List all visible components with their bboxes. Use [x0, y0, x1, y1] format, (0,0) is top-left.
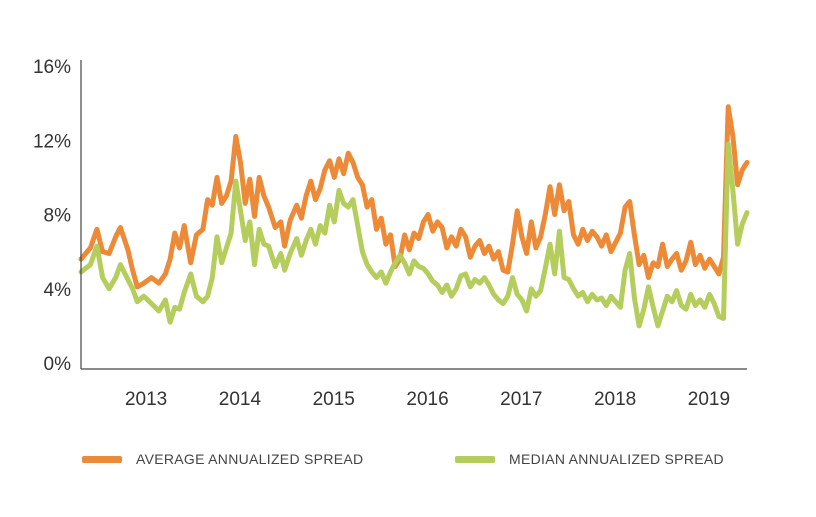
series-layer: [78, 104, 750, 329]
legend-label-average: AVERAGE ANNUALIZED SPREAD: [136, 451, 364, 467]
series-line-median: [78, 141, 750, 329]
x-tick-label: 2015: [313, 389, 355, 410]
x-tick-label: 2019: [688, 389, 730, 410]
legend-swatch-median: [455, 455, 495, 463]
series-line-average: [78, 104, 750, 290]
legend-label-median: MEDIAN ANNUALIZED SPREAD: [509, 451, 724, 467]
x-tick-label: 2017: [500, 389, 542, 410]
x-tick-label: 2014: [219, 389, 262, 410]
x-tick-label: 2016: [406, 389, 448, 410]
legend-item-median: MEDIAN ANNUALIZED SPREAD: [455, 451, 724, 467]
y-tick-label: 16%: [33, 57, 71, 78]
legend-item-average: AVERAGE ANNUALIZED SPREAD: [82, 451, 363, 467]
y-tick-label: 12%: [33, 131, 71, 152]
y-tick-label: 0%: [44, 354, 72, 375]
y-tick-label: 8%: [44, 206, 72, 227]
y-axis-ticks: 0% 4% 8% 12% 16%: [33, 57, 71, 375]
y-tick-label: 4%: [44, 280, 72, 301]
legend-swatch-average: [82, 455, 122, 463]
x-axis-ticks: 2013 2014 2015 2016 2017 2018 2019: [125, 389, 730, 410]
x-tick-label: 2018: [594, 389, 636, 410]
x-tick-label: 2013: [125, 389, 167, 410]
